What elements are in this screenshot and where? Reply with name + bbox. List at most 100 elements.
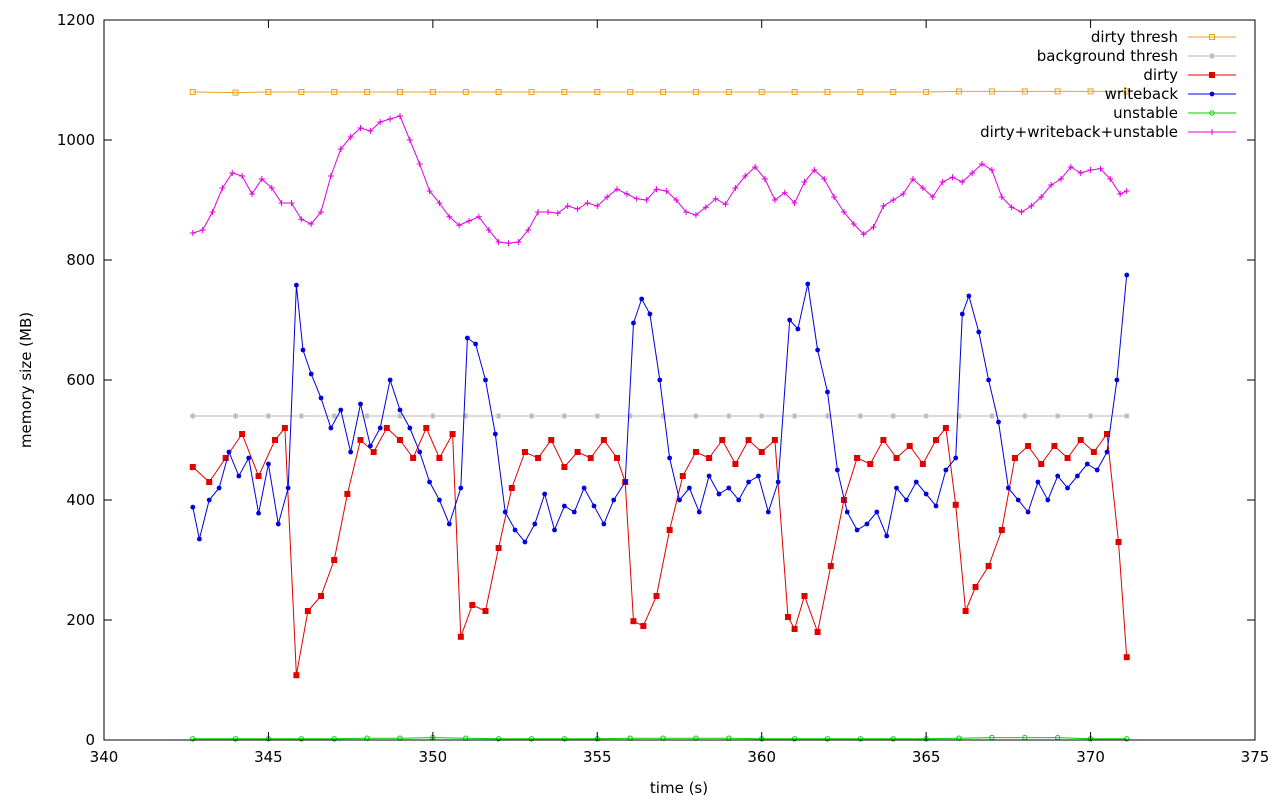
data-point — [919, 185, 926, 191]
data-point — [222, 455, 229, 461]
data-point — [304, 608, 311, 614]
data-point — [627, 89, 634, 95]
x-tick-label: 340 — [90, 748, 119, 766]
data-point — [528, 89, 535, 95]
data-point — [206, 479, 213, 485]
data-point — [805, 281, 811, 287]
data-point — [906, 443, 913, 449]
legend-label: dirty thresh — [1091, 28, 1178, 46]
data-point — [1075, 473, 1080, 479]
data-point — [962, 608, 969, 614]
ticks-layer: 340 345 350 355 360 365 370 375 0 200 400 600 800 100… — [57, 11, 1270, 766]
data-point — [692, 413, 699, 419]
data-point — [571, 509, 577, 515]
legend-item: dirty thresh — [1091, 28, 1236, 46]
series-writeback — [190, 272, 1130, 545]
data-point — [1021, 88, 1028, 95]
data-point — [377, 119, 384, 125]
data-point — [357, 437, 364, 443]
data-point — [318, 593, 325, 599]
data-point — [867, 461, 874, 467]
data-point — [815, 347, 821, 353]
legend-marker — [1209, 91, 1215, 97]
data-point — [874, 509, 880, 515]
data-point — [909, 176, 916, 182]
data-point — [406, 137, 413, 143]
data-point — [923, 89, 930, 95]
legend-label: dirty — [1143, 66, 1178, 84]
data-point — [528, 736, 535, 742]
data-point — [801, 593, 808, 599]
data-point — [232, 736, 239, 742]
data-point — [956, 413, 963, 419]
data-point — [548, 437, 555, 443]
data-point — [219, 185, 226, 191]
data-point — [1018, 209, 1025, 215]
data-point — [686, 485, 692, 491]
data-point — [719, 437, 726, 443]
series-dirty-thresh — [189, 88, 1130, 96]
data-point — [666, 527, 673, 533]
data-point — [667, 455, 673, 461]
data-point — [919, 461, 926, 467]
data-point — [367, 128, 374, 134]
data-point — [265, 89, 272, 95]
data-point — [791, 626, 798, 632]
data-point — [923, 413, 930, 419]
data-point — [722, 201, 729, 208]
data-point — [495, 413, 502, 419]
data-point — [437, 497, 442, 503]
legend-marker — [1209, 34, 1215, 40]
data-point — [458, 485, 464, 491]
x-tick-label: 355 — [583, 748, 612, 766]
data-point — [972, 584, 979, 590]
data-point — [712, 195, 719, 202]
data-point — [495, 89, 502, 95]
data-point — [535, 209, 542, 215]
data-point — [1038, 461, 1045, 467]
data-point — [1051, 443, 1058, 449]
data-point — [732, 185, 739, 191]
y-tick-label: 400 — [66, 491, 95, 509]
data-point — [358, 401, 363, 407]
data-point — [890, 413, 897, 419]
data-point — [627, 413, 634, 419]
data-point — [643, 197, 650, 203]
data-point — [850, 221, 857, 227]
data-point — [939, 179, 946, 185]
y-tick-label: 200 — [66, 611, 95, 629]
data-point — [716, 491, 722, 497]
data-point — [787, 317, 793, 323]
data-point — [337, 146, 344, 152]
data-point — [298, 216, 305, 223]
data-point — [564, 203, 571, 209]
data-point — [232, 413, 239, 419]
data-point — [771, 197, 778, 203]
data-point — [1011, 455, 1018, 461]
data-point — [544, 209, 551, 215]
data-point — [561, 464, 568, 470]
data-point — [331, 736, 337, 742]
data-point — [367, 443, 373, 449]
data-point — [900, 191, 907, 197]
data-point — [979, 161, 986, 167]
series-line — [192, 115, 1127, 244]
legend-label: unstable — [1113, 104, 1178, 122]
data-point — [933, 437, 940, 443]
data-point — [246, 455, 252, 461]
data-point — [293, 672, 300, 679]
data-point — [677, 497, 682, 503]
data-point — [1087, 167, 1094, 173]
data-point — [949, 174, 956, 181]
data-point — [725, 413, 732, 419]
data-point — [206, 497, 212, 503]
legend-label: dirty+writeback+unstable — [980, 123, 1178, 141]
data-point — [594, 203, 601, 209]
data-point — [502, 509, 508, 515]
data-point — [746, 479, 751, 485]
data-point — [1021, 413, 1028, 419]
data-point — [623, 191, 630, 197]
data-point — [357, 125, 364, 131]
x-tick-label: 345 — [254, 748, 283, 766]
